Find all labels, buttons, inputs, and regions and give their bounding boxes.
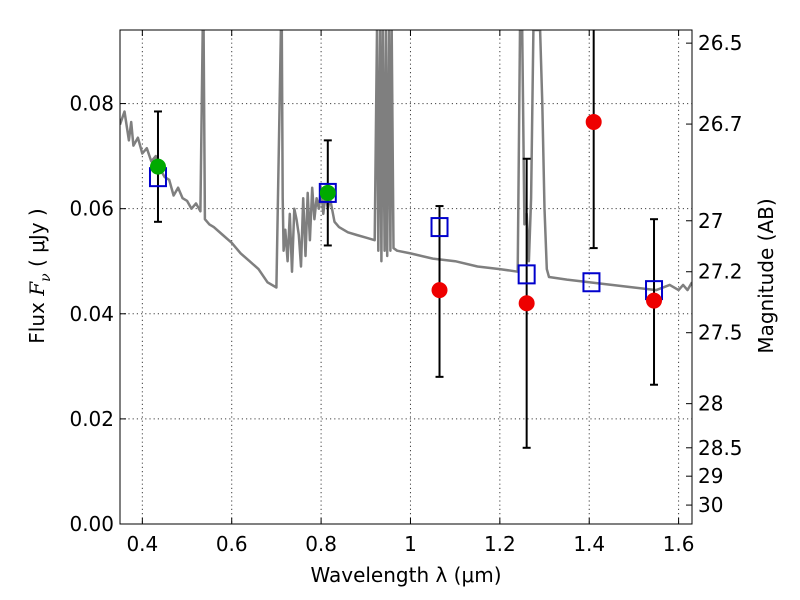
y-tick-label: 0.08 [69, 92, 114, 116]
y-tick-label: 0.00 [69, 512, 114, 536]
observed-point [646, 292, 663, 309]
model-photometry-square [582, 272, 601, 293]
y2-tick-label: 30 [698, 493, 723, 517]
x-tick-label: 1.4 [573, 532, 605, 556]
y2-tick-label: 28.5 [698, 436, 743, 460]
x-tick-label: 0.8 [305, 532, 337, 556]
plot-area [120, 30, 692, 524]
y2-tick-label: 27 [698, 209, 723, 233]
model-photometry-square [430, 217, 449, 238]
observed-point [518, 295, 535, 312]
y-tick-label: 0.06 [69, 197, 114, 221]
y-axis-title: Flux Fν ( μJy ) [25, 208, 54, 343]
y-axis-title-unit: ( μJy ) [25, 208, 49, 273]
y2-tick-label: 28 [698, 392, 723, 416]
y-axis-title-prefix: Flux [25, 296, 49, 344]
x-tick-label: 1 [404, 532, 417, 556]
x-axis-title: Wavelength λ (μm) [310, 563, 501, 587]
y2-axis-title: Magnitude (AB) [754, 198, 778, 353]
x-tick-label: 0.6 [216, 532, 248, 556]
y2-tick-label: 26.5 [698, 31, 743, 55]
y-tick-label: 0.04 [69, 302, 114, 326]
detection-point [319, 184, 336, 201]
model-spectrum-line [120, 30, 692, 292]
y-axis-title-symbol: F [25, 281, 49, 297]
observed-point [431, 282, 448, 299]
data-layer [120, 30, 692, 292]
ticks [120, 30, 692, 525]
markers [148, 113, 664, 312]
y2-tick-label: 27.5 [698, 321, 743, 345]
observed-point [585, 113, 602, 130]
plot-frame [119, 29, 693, 525]
y-axis-title-subscript: ν [38, 273, 54, 282]
tick-labels: 0.4 0.6 0.8 1 1.2 1.4 1.6 0.00 0.02 0.04 0.06 0.08 2… [69, 31, 742, 556]
y-tick-label: 0.02 [69, 407, 114, 431]
x-tick-label: 0.4 [126, 532, 158, 556]
y2-tick-label: 29 [698, 464, 723, 488]
x-tick-label: 1.2 [484, 532, 516, 556]
y2-tick-label: 27.2 [698, 260, 743, 284]
y2-tick-label: 26.7 [698, 112, 743, 136]
detection-point [149, 158, 166, 175]
x-tick-label: 1.6 [663, 532, 695, 556]
model-photometry-square [517, 264, 536, 285]
